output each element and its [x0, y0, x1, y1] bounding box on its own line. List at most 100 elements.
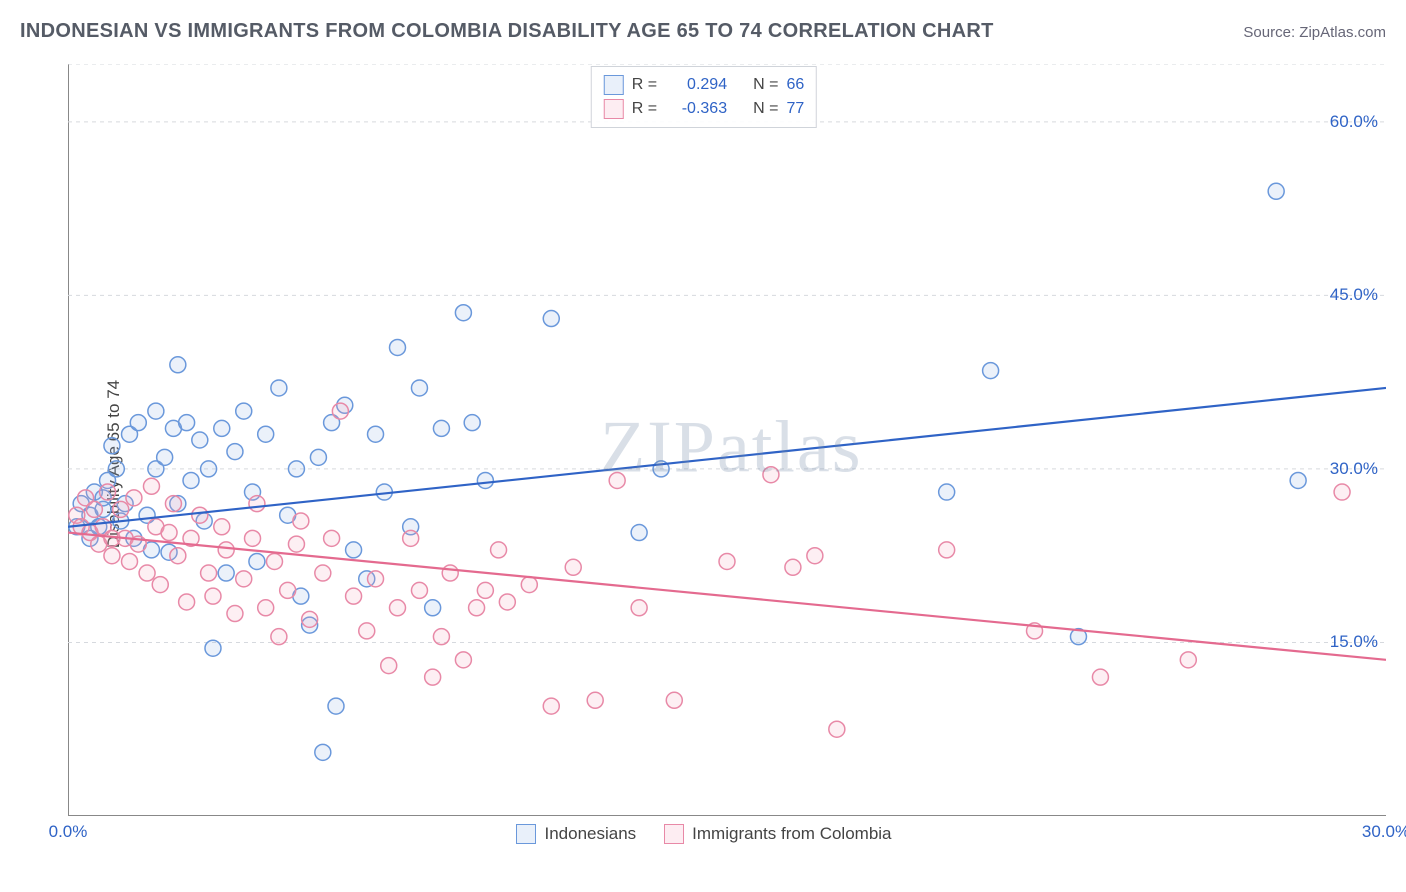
data-point: [218, 565, 234, 581]
data-point: [543, 311, 559, 327]
series-name: Immigrants from Colombia: [692, 824, 891, 844]
data-point: [148, 403, 164, 419]
data-point: [179, 415, 195, 431]
data-point: [293, 513, 309, 529]
legend-row: R =0.294N =66: [604, 73, 804, 97]
series-name: Indonesians: [544, 824, 636, 844]
legend-row: R = -0.363 N = 77: [604, 97, 804, 121]
data-point: [249, 553, 265, 569]
data-point: [455, 305, 471, 321]
data-point: [108, 461, 124, 477]
data-point: [469, 600, 485, 616]
data-point: [165, 496, 181, 512]
data-point: [126, 490, 142, 506]
data-point: [477, 472, 493, 488]
data-point: [477, 582, 493, 598]
legend-swatch: [604, 75, 624, 95]
data-point: [491, 542, 507, 558]
data-point: [100, 484, 116, 500]
data-point: [227, 606, 243, 622]
data-point: [1290, 472, 1306, 488]
data-point: [201, 461, 217, 477]
data-point: [433, 629, 449, 645]
legend-swatch: [516, 824, 536, 844]
data-point: [201, 565, 217, 581]
data-point: [245, 530, 261, 546]
data-point: [346, 542, 362, 558]
data-point: [161, 525, 177, 541]
data-point: [236, 571, 252, 587]
series-legend-item: Immigrants from Colombia: [664, 824, 891, 844]
regression-line: [68, 388, 1386, 527]
data-point: [315, 565, 331, 581]
data-point: [324, 530, 340, 546]
data-point: [763, 467, 779, 483]
data-point: [218, 542, 234, 558]
data-point: [113, 501, 129, 517]
data-point: [302, 611, 318, 627]
legend-n-value: 77: [786, 97, 804, 121]
data-point: [631, 600, 647, 616]
data-point: [271, 629, 287, 645]
data-point: [464, 415, 480, 431]
data-point: [381, 658, 397, 674]
data-point: [214, 519, 230, 535]
legend-swatch: [604, 99, 624, 119]
data-point: [179, 594, 195, 610]
data-point: [346, 588, 362, 604]
data-point: [143, 478, 159, 494]
data-point: [183, 472, 199, 488]
data-point: [543, 698, 559, 714]
data-point: [411, 582, 427, 598]
data-point: [192, 432, 208, 448]
data-point: [130, 415, 146, 431]
legend-r-value: 0.294: [665, 73, 727, 97]
legend-r-label: R =: [632, 97, 657, 121]
legend-r-value: -0.363: [665, 97, 727, 121]
data-point: [368, 571, 384, 587]
data-point: [359, 623, 375, 639]
data-point: [192, 507, 208, 523]
data-point: [587, 692, 603, 708]
source-label: Source:: [1243, 24, 1295, 41]
y-tick-label: 15.0%: [1330, 632, 1378, 652]
data-point: [104, 438, 120, 454]
data-point: [565, 559, 581, 575]
data-point: [433, 420, 449, 436]
legend-n-value: 66: [786, 73, 804, 97]
data-point: [807, 548, 823, 564]
data-point: [719, 553, 735, 569]
data-point: [499, 594, 515, 610]
data-point: [205, 640, 221, 656]
data-point: [122, 553, 138, 569]
regression-line: [68, 533, 1386, 660]
data-point: [631, 525, 647, 541]
data-point: [609, 472, 625, 488]
legend-n-label: N =: [753, 97, 778, 121]
data-point: [666, 692, 682, 708]
data-point: [280, 582, 296, 598]
x-tick-label: 0.0%: [49, 822, 88, 842]
legend-r-label: R =: [632, 73, 657, 97]
data-point: [236, 403, 252, 419]
data-point: [104, 548, 120, 564]
data-point: [1334, 484, 1350, 500]
y-tick-label: 30.0%: [1330, 459, 1378, 479]
data-point: [258, 426, 274, 442]
y-tick-label: 60.0%: [1330, 112, 1378, 132]
chart-area: Disability Age 65 to 74 ZIPatlas R =0.29…: [22, 56, 1386, 872]
data-point: [332, 403, 348, 419]
chart-title: INDONESIAN VS IMMIGRANTS FROM COLOMBIA D…: [20, 20, 994, 43]
data-point: [390, 600, 406, 616]
scatter-plot: [68, 64, 1386, 816]
data-point: [170, 548, 186, 564]
series-legend-item: Indonesians: [516, 824, 636, 844]
data-point: [266, 553, 282, 569]
data-point: [521, 577, 537, 593]
data-point: [214, 420, 230, 436]
data-point: [328, 698, 344, 714]
data-point: [139, 565, 155, 581]
source: Source: ZipAtlas.com: [1243, 24, 1386, 41]
data-point: [288, 536, 304, 552]
data-point: [152, 577, 168, 593]
